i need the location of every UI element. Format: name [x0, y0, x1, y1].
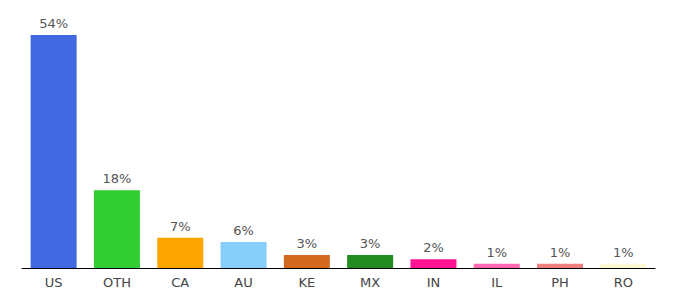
svg-text:6%: 6%: [233, 223, 254, 238]
svg-text:7%: 7%: [170, 219, 191, 234]
svg-text:KE: KE: [298, 275, 315, 290]
svg-text:CA: CA: [171, 275, 189, 290]
svg-text:1%: 1%: [550, 245, 571, 260]
svg-text:2%: 2%: [423, 240, 444, 255]
svg-text:AU: AU: [234, 275, 252, 290]
svg-text:1%: 1%: [486, 245, 507, 260]
svg-text:3%: 3%: [360, 236, 381, 251]
svg-text:OTH: OTH: [103, 275, 131, 290]
svg-text:MX: MX: [360, 275, 380, 290]
svg-text:IN: IN: [427, 275, 441, 290]
svg-text:IL: IL: [491, 275, 503, 290]
svg-text:US: US: [45, 275, 63, 290]
svg-text:54%: 54%: [39, 16, 68, 31]
svg-text:18%: 18%: [102, 171, 131, 186]
svg-text:PH: PH: [551, 275, 569, 290]
svg-text:RO: RO: [614, 275, 633, 290]
svg-text:1%: 1%: [613, 245, 634, 260]
svg-text:3%: 3%: [297, 236, 318, 251]
